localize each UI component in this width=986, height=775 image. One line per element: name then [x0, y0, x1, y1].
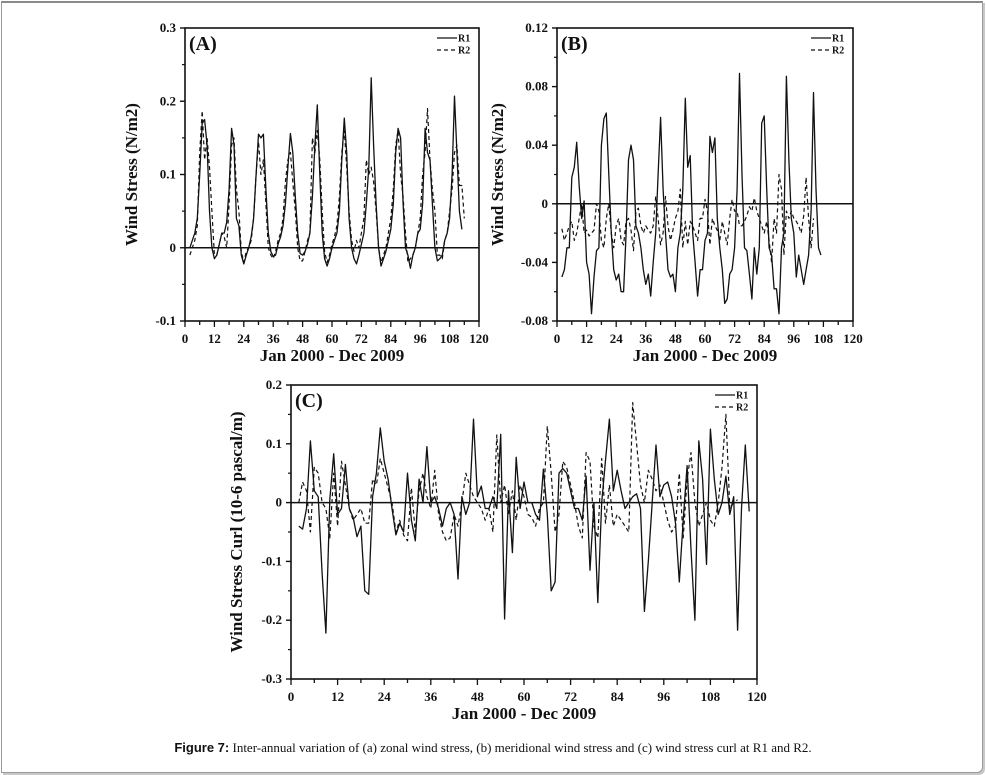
x-tick-label: 60: [326, 331, 339, 346]
legend-label-r1: R1: [458, 34, 470, 45]
panel-label: (B): [561, 33, 588, 55]
x-axis-title: Jan 2000 - Dec 2009: [633, 346, 777, 365]
y-axis-title: Wind Stress (N/m2): [122, 103, 141, 246]
x-axis-title: Jan 2000 - Dec 2009: [452, 704, 596, 723]
x-tick-label: 12: [580, 331, 593, 346]
y-tick-label: -0.04: [521, 254, 549, 269]
x-tick-label: 48: [669, 331, 683, 346]
y-tick-label: 0.1: [266, 436, 282, 451]
x-tick-label: 0: [288, 689, 295, 704]
x-tick-label: 120: [469, 331, 489, 346]
x-tick-label: 72: [355, 331, 368, 346]
chart-b: -0.08 -0.04 0 0.04 0.08 0.12 0 12 24 36 48 60 72 84 96…: [488, 20, 863, 365]
x-tick-label: 24: [237, 331, 251, 346]
y-tick-label: 0.2: [266, 377, 282, 392]
legend-label-r2: R2: [458, 46, 470, 57]
x-tick-label: 84: [611, 689, 625, 704]
x-tick-label: 36: [639, 331, 653, 346]
y-tick-label: 0.04: [525, 137, 548, 152]
y-axis-title: Wind Stress Curl (10-6 pascal/m): [227, 411, 246, 652]
y-tick-label: -0.1: [155, 313, 176, 328]
series-line-r1: [561, 72, 822, 315]
figure-caption: Figure 7: Inter-annual variation of (a) …: [0, 740, 986, 756]
x-tick-label: 0: [554, 331, 561, 346]
x-tick-label: 36: [267, 331, 281, 346]
x-tick-label: 96: [787, 331, 801, 346]
panel-label: (A): [189, 33, 217, 55]
chart-a: -0.1 0 0.1 0.2 0.3 0 12 24 36 48 60 72 84 96 108 120 Jan…: [122, 20, 489, 365]
panel-label: (C): [295, 390, 323, 412]
x-tick-label: 96: [414, 331, 428, 346]
x-tick-label: 0: [182, 331, 189, 346]
y-tick-label: 0.3: [160, 20, 177, 35]
legend-label-r1: R1: [736, 391, 748, 402]
legend-label-r2: R2: [736, 403, 748, 414]
legend-label-r1: R1: [832, 34, 844, 45]
x-tick-label: 108: [701, 689, 721, 704]
x-tick-label: 60: [699, 331, 712, 346]
x-tick-label: 96: [657, 689, 671, 704]
series-line-r2: [298, 402, 738, 542]
x-tick-label: 48: [296, 331, 310, 346]
x-tick-label: 120: [747, 689, 767, 704]
x-tick-label: 84: [384, 331, 398, 346]
y-tick-label: 0.2: [160, 93, 176, 108]
x-tick-label: 12: [331, 689, 344, 704]
x-tick-label: 24: [378, 689, 392, 704]
y-tick-label: 0: [276, 495, 283, 510]
x-tick-label: 108: [814, 331, 834, 346]
y-tick-label: 0.12: [525, 20, 548, 35]
x-tick-label: 72: [728, 331, 741, 346]
y-tick-label: 0.1: [160, 167, 176, 182]
caption-text: Inter-annual variation of (a) zonal wind…: [229, 740, 812, 755]
x-tick-label: 48: [471, 689, 485, 704]
y-tick-label: 0.08: [525, 79, 548, 94]
x-axis-title: Jan 2000 - Dec 2009: [260, 346, 404, 365]
y-tick-label: 0: [542, 196, 549, 211]
x-tick-label: 60: [518, 689, 531, 704]
legend-label-r2: R2: [832, 46, 844, 57]
x-tick-label: 24: [610, 331, 624, 346]
series-line-r2: [189, 107, 465, 263]
x-tick-label: 120: [843, 331, 863, 346]
x-tick-label: 12: [208, 331, 221, 346]
y-tick-label: 0: [170, 240, 177, 255]
x-tick-label: 84: [758, 331, 772, 346]
y-tick-label: -0.08: [521, 313, 549, 328]
y-tick-label: -0.2: [261, 612, 282, 627]
y-axis-title: Wind Stress (N/m2): [488, 103, 507, 246]
y-tick-label: -0.3: [261, 671, 282, 686]
series-line-r1: [298, 418, 750, 634]
x-tick-label: 108: [440, 331, 460, 346]
figure-label: Figure 7:: [174, 740, 230, 755]
x-tick-label: 36: [424, 689, 438, 704]
x-tick-label: 72: [564, 689, 577, 704]
chart-c: -0.3 -0.2 -0.1 0 0.1 0.2 0 12 24 36 48 60 72 84 96 108 1…: [227, 377, 767, 723]
y-tick-label: -0.1: [261, 553, 282, 568]
